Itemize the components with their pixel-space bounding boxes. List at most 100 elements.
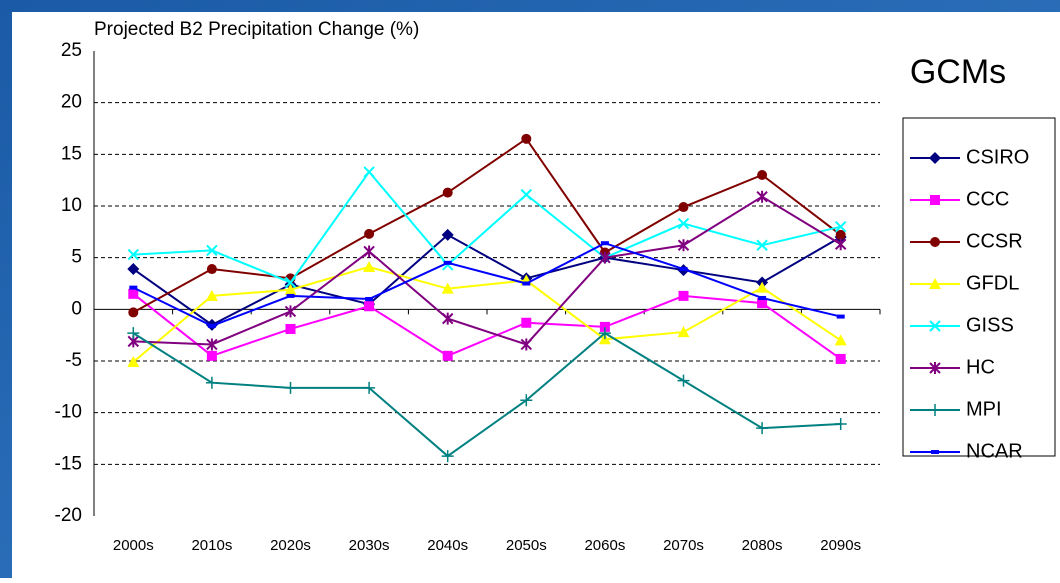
series-line [132,293,842,360]
legend-label: HC [966,356,995,378]
data-point [677,374,690,387]
y-tick-label: -20 [55,505,82,526]
legend-label: CCSR [966,230,1023,252]
legend-marker [929,278,941,289]
data-point [520,188,533,201]
x-tick-label: 2080s [742,537,783,554]
data-point [441,282,454,294]
data-point [129,285,138,290]
data-point [363,260,376,272]
data-point [128,288,139,299]
y-tick-label: 0 [71,298,82,319]
x-tick-label: 2090s [820,537,861,554]
data-point [442,350,453,361]
data-point [758,295,767,300]
data-point [285,323,296,334]
data-point [835,353,846,364]
data-point [834,334,847,346]
y-tick-label: 20 [61,92,82,113]
legend-label: NCAR [966,440,1023,462]
legend-label: GFDL [966,272,1019,294]
y-tick-label: -5 [65,350,82,371]
x-tick-label: 2070s [663,537,704,554]
data-point [600,241,609,246]
data-point [834,220,847,233]
series-line [133,195,842,346]
data-point [441,228,454,241]
data-point [363,166,375,178]
series-line [132,331,841,458]
data-point [206,244,218,257]
data-point [520,338,533,351]
legend-box [902,117,1056,457]
data-point [284,381,297,394]
legend-marker [929,152,941,164]
data-point [363,245,375,258]
data-point [441,450,454,463]
data-point [442,187,453,198]
x-tick-label: 2000s [113,537,154,554]
data-point [756,239,768,251]
data-point [205,376,218,389]
series-line [132,242,841,327]
legend-marker [930,237,940,247]
x-tick-label: 2050s [506,537,547,554]
data-point [522,281,531,286]
y-tick-label: 15 [61,143,82,164]
data-point [206,264,217,275]
data-point [284,276,297,289]
legend-label: CSIRO [966,146,1029,168]
data-point [127,263,140,276]
data-point [284,283,297,295]
data-point [286,293,295,298]
data-point [677,326,690,338]
y-tick-label: 5 [71,247,82,268]
data-point [599,251,611,264]
data-point [756,281,769,293]
data-point [443,260,452,265]
y-tick-label: -15 [55,453,82,474]
data-point [756,190,768,203]
series-line [133,170,841,284]
data-point [521,133,532,144]
data-point [128,307,139,318]
y-tick-label: 25 [61,40,82,61]
x-tick-label: 2030s [349,537,390,554]
series-line [132,137,842,314]
data-point [677,217,690,230]
series-line [132,233,842,326]
data-point [127,356,140,368]
series-line [132,265,842,363]
data-point [756,422,769,435]
data-point [836,314,845,319]
legend-marker [929,362,941,374]
y-tick-label: -10 [55,402,82,423]
data-point [598,327,611,340]
data-point [441,312,454,325]
x-tick-label: 2040s [427,537,468,554]
legend-marker [929,320,941,332]
data-point [127,327,140,340]
data-point [757,170,768,180]
legend-label: GISS [966,314,1014,336]
legend-marker [931,450,939,454]
data-point [206,350,217,361]
chart-title: Projected B2 Precipitation Change (%) [94,19,419,40]
data-point [678,202,689,213]
data-point [206,338,218,351]
data-point [364,301,375,312]
panel [12,12,1060,578]
x-tick-label: 2010s [191,537,232,554]
data-point [835,229,846,240]
legend-marker [929,404,941,416]
data-point [679,267,688,272]
data-point [834,238,847,251]
data-point [205,289,218,301]
legend-label: CCC [966,188,1009,210]
legend-label: MPI [966,398,1002,420]
data-point [207,323,216,328]
data-point [363,381,376,394]
legend-title: GCMs [910,53,1006,91]
